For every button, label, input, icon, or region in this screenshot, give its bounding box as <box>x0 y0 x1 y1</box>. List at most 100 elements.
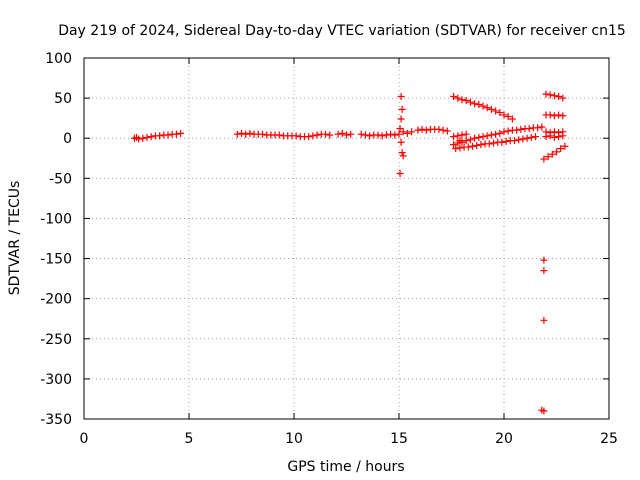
data-point <box>540 256 548 264</box>
data-point <box>523 134 531 142</box>
data-point <box>458 96 466 104</box>
data-point <box>458 138 466 146</box>
data-point <box>396 170 404 178</box>
data-point <box>242 130 250 138</box>
data-point <box>496 109 504 117</box>
data-point <box>544 153 552 161</box>
data-point <box>546 132 554 140</box>
data-point <box>395 130 403 138</box>
y-tick-label: -100 <box>40 211 72 227</box>
data-point <box>334 130 342 138</box>
data-point <box>527 133 535 141</box>
grid <box>84 58 609 419</box>
y-tick-label: -150 <box>40 252 72 268</box>
data-point <box>387 130 395 138</box>
data-point <box>439 126 447 134</box>
data-point <box>538 406 546 414</box>
data-point <box>540 316 548 324</box>
data-point <box>475 101 483 109</box>
data-point <box>275 131 283 139</box>
data-point <box>540 155 548 163</box>
data-point <box>135 135 143 143</box>
y-tick-label: -200 <box>40 292 72 308</box>
data-point <box>532 133 539 141</box>
data-point <box>305 133 313 141</box>
data-point <box>475 133 483 141</box>
data-point <box>238 129 245 137</box>
data-point <box>508 115 516 123</box>
y-tick-labels: 100 50 0 -50 -100 -150 -200 -250 -300 -350 <box>40 51 72 428</box>
data-point <box>408 128 416 136</box>
data-point <box>492 107 500 115</box>
data-point <box>479 133 487 141</box>
data-point <box>313 131 321 139</box>
data-point <box>498 138 506 146</box>
data-point <box>550 112 558 120</box>
data-point <box>450 141 458 149</box>
data-point <box>464 143 472 151</box>
data-point <box>139 134 147 142</box>
data-point <box>414 126 422 134</box>
data-point <box>511 137 518 145</box>
data-point <box>422 126 430 134</box>
data-point <box>458 131 466 139</box>
data-point <box>496 129 504 137</box>
x-tick-label: 15 <box>390 431 408 447</box>
data-point <box>435 125 443 133</box>
data-point <box>456 144 464 152</box>
data-point <box>550 133 558 141</box>
data-point <box>443 127 451 135</box>
data-point <box>471 134 479 142</box>
y-tick-label: -300 <box>40 372 72 388</box>
data-point <box>322 130 329 138</box>
data-point <box>500 128 508 136</box>
y-tick-label: -250 <box>40 332 72 348</box>
data-point <box>378 132 386 140</box>
data-point <box>502 137 510 145</box>
data-point <box>233 130 241 138</box>
data-point <box>361 131 369 139</box>
data-point <box>555 133 563 141</box>
data-point <box>347 130 355 138</box>
data-point <box>469 142 476 150</box>
data-point <box>397 138 405 146</box>
data-point <box>309 132 317 140</box>
x-tick-labels: 0 5 10 15 20 25 <box>80 431 618 447</box>
data-point <box>504 127 512 135</box>
data-point <box>397 93 405 101</box>
data-point <box>555 111 563 119</box>
data-point <box>479 102 487 110</box>
data-point <box>525 125 533 133</box>
data-point <box>398 149 406 157</box>
y-tick-label: -50 <box>49 171 72 187</box>
data-point <box>399 152 407 160</box>
data-point <box>540 267 548 275</box>
data-point <box>466 98 474 106</box>
data-point <box>259 130 266 138</box>
chart-title: Day 219 of 2024, Sidereal Day-to-day VTE… <box>58 23 626 39</box>
data-point <box>452 145 460 153</box>
data-point <box>559 94 567 102</box>
data-point <box>466 136 474 144</box>
data-point <box>147 133 155 141</box>
data-point <box>487 131 495 139</box>
data-point <box>246 129 254 137</box>
data-point <box>374 131 382 139</box>
x-tick-label: 5 <box>185 431 194 447</box>
x-tick-label: 0 <box>80 431 89 447</box>
data-point <box>454 139 462 147</box>
data-point <box>143 133 151 141</box>
data-point <box>343 131 350 139</box>
data-point <box>477 141 485 149</box>
data-point <box>546 91 554 99</box>
data-point <box>454 94 462 102</box>
y-tick-label: -350 <box>40 412 72 428</box>
data-point <box>555 93 563 101</box>
data-point <box>500 111 508 119</box>
data-point <box>396 125 404 133</box>
data-point <box>561 142 569 150</box>
data-point <box>504 113 512 121</box>
data-point <box>418 125 426 133</box>
x-tick-label: 20 <box>495 431 513 447</box>
x-axis-label: GPS time / hours <box>287 459 404 475</box>
